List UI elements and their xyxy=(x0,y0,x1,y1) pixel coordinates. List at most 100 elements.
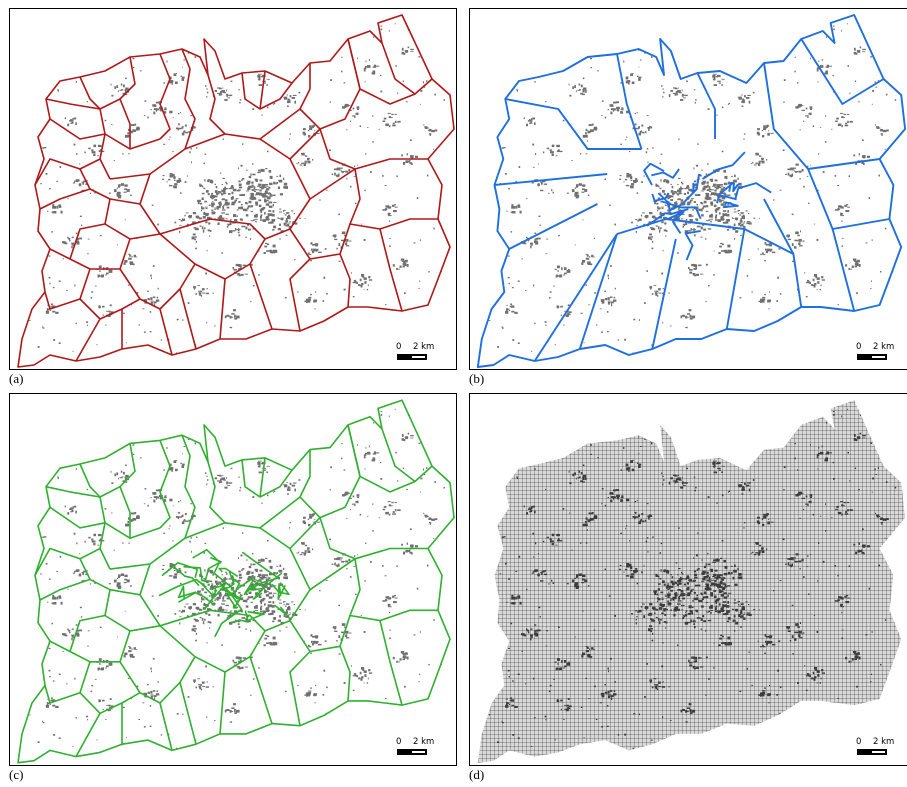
built-up-patch xyxy=(49,676,51,678)
built-up-patch xyxy=(877,515,881,518)
built-up-patch xyxy=(344,635,347,637)
built-up-patch xyxy=(425,515,429,518)
zone-boundary xyxy=(347,38,433,105)
built-up-patch xyxy=(681,604,685,607)
built-up-patch xyxy=(695,218,698,221)
built-up-patch xyxy=(207,180,211,182)
built-up-patch xyxy=(703,200,707,204)
built-up-patch xyxy=(740,218,742,221)
built-up-patch xyxy=(224,486,228,489)
built-up-patch xyxy=(542,151,545,154)
built-up-patch xyxy=(795,163,799,166)
built-up-patch xyxy=(805,689,808,692)
built-up-patch xyxy=(193,126,196,129)
built-up-patch xyxy=(173,73,177,77)
built-up-patch xyxy=(89,583,92,585)
built-up-patch xyxy=(297,684,299,687)
built-up-patch xyxy=(118,477,119,480)
built-up-patch xyxy=(663,583,666,586)
built-up-patch xyxy=(128,517,130,520)
zone-boundary xyxy=(49,640,91,693)
built-up-patch xyxy=(128,542,130,544)
built-up-patch xyxy=(217,92,221,94)
built-up-patch xyxy=(761,158,764,161)
built-up-patch xyxy=(741,493,744,495)
built-up-patch xyxy=(608,595,611,597)
built-up-patch xyxy=(389,125,391,127)
built-up-patch xyxy=(700,209,703,212)
built-up-patch xyxy=(221,90,225,93)
built-up-patch xyxy=(845,601,850,604)
built-up-patch xyxy=(626,173,630,175)
built-up-patch xyxy=(142,308,145,310)
built-up-patch xyxy=(125,474,129,478)
built-up-patch xyxy=(348,105,351,106)
built-up-patch xyxy=(713,169,716,172)
built-up-patch xyxy=(134,123,137,126)
built-up-patch xyxy=(164,107,167,110)
built-up-patch xyxy=(511,204,514,207)
built-up-patch xyxy=(96,739,98,741)
built-up-patch xyxy=(697,584,701,586)
built-up-patch xyxy=(426,174,429,177)
built-up-patch xyxy=(261,574,266,576)
built-up-patch xyxy=(250,220,254,222)
built-up-patch xyxy=(291,210,294,212)
built-up-patch xyxy=(409,551,413,554)
built-up-patch xyxy=(709,581,712,583)
built-up-patch xyxy=(537,553,539,555)
built-up-patch xyxy=(307,129,310,132)
built-up-patch xyxy=(841,629,844,631)
built-up-patch xyxy=(719,184,723,186)
built-up-patch xyxy=(238,591,241,594)
built-up-patch xyxy=(353,673,357,676)
built-up-patch xyxy=(684,230,689,234)
built-up-patch xyxy=(399,265,402,268)
built-up-patch xyxy=(123,471,125,475)
built-up-patch xyxy=(673,581,677,583)
built-up-patch xyxy=(721,250,725,252)
built-up-patch xyxy=(586,254,589,257)
built-up-patch xyxy=(224,199,228,202)
built-up-patch xyxy=(272,244,276,248)
built-up-patch xyxy=(97,668,100,671)
built-up-patch xyxy=(242,194,246,196)
built-up-patch xyxy=(283,210,286,211)
built-up-patch xyxy=(721,609,725,612)
built-up-patch xyxy=(268,201,273,204)
built-up-patch xyxy=(399,658,402,661)
built-up-patch xyxy=(703,228,707,231)
built-up-patch xyxy=(674,593,678,597)
built-up-patch xyxy=(345,238,349,242)
built-up-patch xyxy=(667,600,670,602)
built-up-patch xyxy=(713,590,717,592)
built-up-patch xyxy=(503,147,506,149)
built-up-patch xyxy=(514,311,518,314)
built-up-patch xyxy=(554,739,556,741)
built-up-patch xyxy=(880,271,882,273)
built-up-patch xyxy=(182,713,184,716)
built-up-patch xyxy=(708,197,712,200)
built-up-patch xyxy=(373,64,377,68)
built-up-patch xyxy=(664,179,667,180)
built-up-patch xyxy=(289,612,291,614)
built-up-patch xyxy=(50,699,53,702)
built-up-patch xyxy=(591,254,594,258)
built-up-patch xyxy=(184,606,186,608)
built-up-patch xyxy=(679,579,682,583)
built-up-patch xyxy=(267,604,270,607)
built-up-patch xyxy=(635,179,638,182)
built-up-patch xyxy=(638,126,640,129)
built-up-patch xyxy=(132,513,136,515)
built-up-patch xyxy=(416,197,419,199)
built-up-patch xyxy=(651,56,653,58)
built-up-patch xyxy=(192,612,196,616)
built-up-patch xyxy=(660,153,663,155)
built-up-patch xyxy=(267,494,269,497)
built-up-patch xyxy=(238,626,241,629)
built-up-patch xyxy=(246,598,249,601)
built-up-patch xyxy=(528,119,531,122)
built-up-patch xyxy=(639,130,642,134)
built-up-patch xyxy=(75,240,80,244)
built-up-patch xyxy=(355,202,357,205)
